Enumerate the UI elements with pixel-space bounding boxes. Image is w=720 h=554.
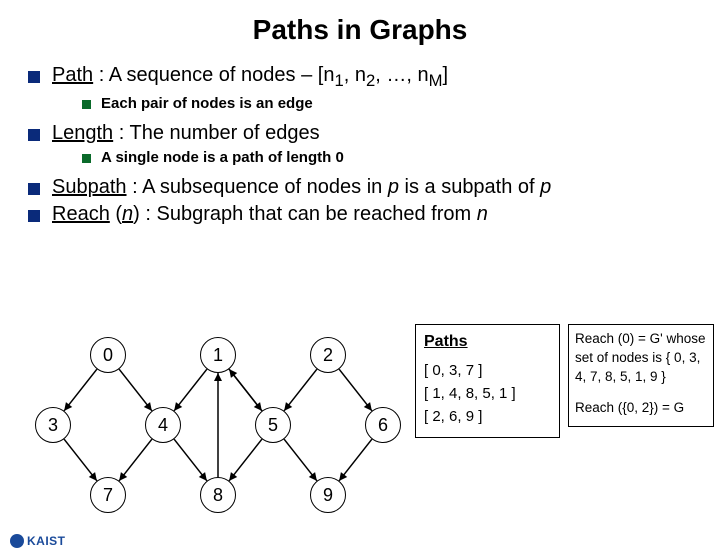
paths-box: Paths [ 0, 3, 7 ][ 1, 4, 8, 5, 1 ][ 2, 6… [415, 324, 560, 438]
bullet-item: Reach (n) : Subgraph that can be reached… [28, 203, 720, 226]
graph-node: 1 [200, 337, 236, 373]
sub-bullet: Each pair of nodes is an edge [82, 95, 720, 112]
reach-line: Reach ({0, 2}) = G [575, 399, 707, 418]
path-item: [ 2, 6, 9 ] [424, 405, 551, 428]
graph-node: 3 [35, 407, 71, 443]
graph: 0 1 2 3 4 5 6 7 8 9 [10, 319, 410, 549]
graph-node: 2 [310, 337, 346, 373]
page-title: Paths in Graphs [0, 14, 720, 46]
sub-bullet: A single node is a path of length 0 [82, 149, 720, 166]
graph-node: 8 [200, 477, 236, 513]
graph-node: 6 [365, 407, 401, 443]
reach-box: Reach (0) = G' whose set of nodes is { 0… [568, 324, 714, 427]
path-item: [ 1, 4, 8, 5, 1 ] [424, 382, 551, 405]
path-item: [ 0, 3, 7 ] [424, 359, 551, 382]
bullet-item: Subpath : A subsequence of nodes in p is… [28, 176, 720, 199]
reach-line: Reach (0) = G' whose set of nodes is { 0… [575, 330, 707, 387]
graph-node: 0 [90, 337, 126, 373]
bullet-list: Path : A sequence of nodes – [n1, n2, …,… [28, 64, 720, 226]
graph-node: 9 [310, 477, 346, 513]
graph-node: 4 [145, 407, 181, 443]
bullet-item: Path : A sequence of nodes – [n1, n2, …,… [28, 64, 720, 91]
bullet-item: Length : The number of edges [28, 122, 720, 145]
graph-node: 7 [90, 477, 126, 513]
paths-heading: Paths [424, 330, 551, 355]
graph-node: 5 [255, 407, 291, 443]
